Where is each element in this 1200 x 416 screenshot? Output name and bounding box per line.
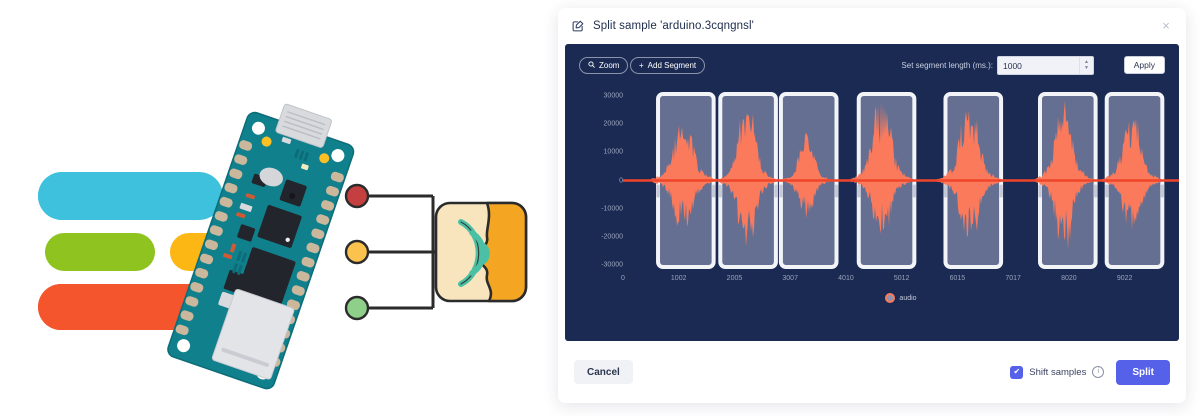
split-sample-dialog: Split sample 'arduino.3cqngnsl' × Zoom +…	[558, 8, 1186, 403]
split-button[interactable]: Split	[1116, 360, 1170, 385]
y-tick-label: 20000	[604, 121, 623, 128]
segment-length-input[interactable]: 1000 ▲ ▼	[997, 56, 1094, 75]
pill-green	[45, 233, 155, 271]
x-tick-label: 4010	[838, 275, 854, 282]
y-tick-label: -20000	[601, 233, 623, 240]
dialog-header: Split sample 'arduino.3cqngnsl' ×	[558, 8, 1186, 44]
segment-handle-right[interactable]	[835, 185, 838, 198]
led-green	[346, 297, 368, 319]
segment-handle-right[interactable]	[712, 185, 715, 198]
segment-handle-left[interactable]	[1038, 185, 1041, 198]
waveform-plot: 30000 20000 10000 0 -10000 -20000 -30000 0 1002…	[565, 88, 1179, 341]
search-icon	[588, 61, 595, 70]
page-title: Split sample 'arduino.3cqngnsl'	[593, 20, 754, 32]
footer-actions: ✔ Shift samples i Split	[1010, 360, 1170, 385]
x-tick-label: 0	[621, 275, 625, 282]
segment-length-stepper[interactable]: ▲ ▼	[1079, 57, 1093, 74]
plus-icon: +	[639, 61, 644, 70]
x-tick-label: 7017	[1005, 275, 1021, 282]
y-tick-label: 10000	[604, 149, 623, 156]
waveform-svg	[623, 88, 1179, 273]
chart-legend: audio	[623, 293, 1179, 303]
screenshot-root: Split sample 'arduino.3cqngnsl' × Zoom +…	[0, 0, 1200, 411]
segment-length-value: 1000	[998, 61, 1079, 71]
info-icon[interactable]: i	[1092, 366, 1104, 378]
segment-handle-left[interactable]	[719, 185, 722, 198]
led-wires	[366, 196, 441, 308]
x-tick-label: 3007	[782, 275, 798, 282]
x-tick-label: 5012	[894, 275, 910, 282]
segment-handle-right[interactable]	[774, 185, 777, 198]
segment-handle-right[interactable]	[1094, 185, 1097, 198]
segment-handle-right[interactable]	[999, 185, 1002, 198]
add-segment-label: Add Segment	[648, 61, 696, 70]
segment-handle-left[interactable]	[944, 185, 947, 198]
x-tick-label: 9022	[1117, 275, 1133, 282]
segment-handle-right[interactable]	[913, 185, 916, 198]
segment-handle-left[interactable]	[656, 185, 659, 198]
x-tick-label: 1002	[671, 275, 687, 282]
voice-speaking-head-icon	[436, 203, 526, 301]
y-tick-label: 30000	[604, 92, 623, 99]
close-icon[interactable]: ×	[1158, 17, 1174, 33]
legend-label-audio: audio	[899, 295, 916, 302]
shift-samples-toggle[interactable]: ✔ Shift samples i	[1010, 366, 1104, 379]
segment-handle-left[interactable]	[857, 185, 860, 198]
shift-samples-checkbox[interactable]: ✔	[1010, 366, 1023, 379]
segment-handle-left[interactable]	[779, 185, 782, 198]
zoom-button-label: Zoom	[599, 61, 619, 70]
arduino-voice-illustration	[0, 0, 558, 411]
led-yellow	[346, 241, 368, 263]
stepper-down-icon: ▼	[1084, 66, 1089, 71]
panel-toolbar: Zoom + Add Segment Set segment length (m…	[565, 44, 1179, 88]
illustration-svg	[0, 0, 558, 411]
cancel-button[interactable]: Cancel	[574, 360, 633, 384]
x-tick-label: 2005	[727, 275, 743, 282]
apply-button[interactable]: Apply	[1124, 56, 1165, 74]
led-red	[346, 185, 368, 207]
y-tick-label: -10000	[601, 205, 623, 212]
x-tick-label: 8020	[1061, 275, 1077, 282]
segment-length-label: Set segment length (ms.):	[901, 61, 993, 70]
segment-handle-left[interactable]	[1105, 185, 1108, 198]
y-axis: 3000020000100000-10000-20000-30000	[565, 88, 623, 273]
segment-handle-right[interactable]	[1161, 185, 1164, 198]
pill-cyan	[38, 172, 223, 220]
shift-samples-label: Shift samples	[1029, 367, 1086, 378]
waveform-canvas[interactable]	[623, 88, 1179, 273]
x-axis: 0 1002 2005 3007 4010 5012 6015 7017 8020 9022	[623, 273, 1179, 289]
edit-square-icon	[572, 20, 584, 32]
dialog-title-wrap: Split sample 'arduino.3cqngnsl'	[572, 20, 754, 32]
y-tick-label: -30000	[601, 262, 623, 269]
zoom-button[interactable]: Zoom	[579, 57, 628, 74]
add-segment-button[interactable]: + Add Segment	[630, 57, 705, 74]
legend-marker-audio	[885, 293, 895, 303]
x-tick-label: 6015	[950, 275, 966, 282]
waveform-panel: Zoom + Add Segment Set segment length (m…	[565, 44, 1179, 341]
dialog-footer: Cancel ✔ Shift samples i Split	[558, 341, 1186, 403]
